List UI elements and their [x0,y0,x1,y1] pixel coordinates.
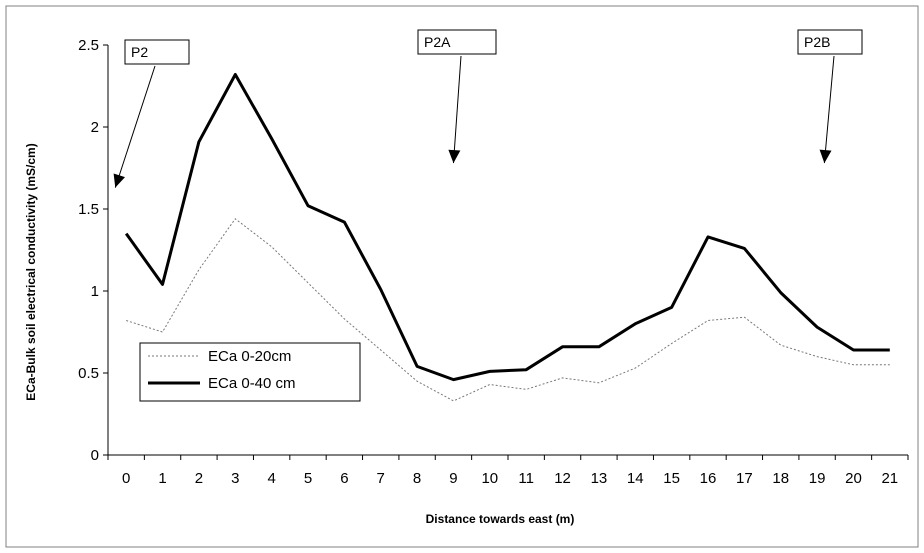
x-axis-title: Distance towards east (m) [426,512,575,526]
legend-label: ECa 0-20cm [208,348,291,365]
x-tick-label: 1 [158,470,166,487]
x-tick-label: 18 [772,470,789,487]
x-tick-label: 7 [377,470,385,487]
x-tick-label: 21 [881,470,898,487]
y-tick-label: 2 [91,119,99,136]
y-tick-label: 2.5 [78,37,99,54]
y-tick-label: 1.5 [78,201,99,218]
x-tick-label: 10 [481,470,498,487]
x-tick-label: 17 [736,470,753,487]
x-tick-label: 14 [627,470,644,487]
x-tick-label: 20 [845,470,862,487]
annotation-arrow-shaft [452,55,462,164]
legend: ECa 0-20cm ECa 0-40 cm [139,342,361,402]
axes: 00.511.522.50 1 2 3 4 5 6 7 8 9 10 11 12 13 14 15 16 17 18… [78,37,909,487]
annotation-arrowhead [819,149,832,164]
y-tick-label: 0 [91,447,99,464]
x-tick-label: 19 [809,470,826,487]
annotation-label: P2 [131,44,148,60]
annotations-layer: P2 P2A P2B [113,29,863,188]
annotation-arrow-shaft [114,65,156,188]
x-tick-label: 6 [340,470,348,487]
legend-box [139,342,361,402]
x-tick-label: 9 [449,470,457,487]
annotation-label: P2A [424,34,451,50]
annotation-box [417,29,497,55]
x-tick-label: 12 [554,470,571,487]
series-line-eca-0-40 [124,73,890,382]
x-tick-label: 13 [591,470,608,487]
chart-border [5,5,919,548]
x-tick-label: 2 [195,470,203,487]
y-tick-label: 1 [91,283,99,300]
x-tick-label: 8 [413,470,421,487]
annotation-label: P2B [804,34,830,50]
x-tick-label: 15 [663,470,680,487]
x-tick-label: 4 [267,470,275,487]
legend-label: ECa 0-40 cm [208,375,296,392]
annotation-arrowhead [113,173,126,188]
series-layer [124,73,890,402]
y-tick-label: 0.5 [78,365,99,382]
series-line-eca-0-20 [126,218,890,402]
x-tick-label: 5 [304,470,312,487]
x-tick-label: 16 [700,470,717,487]
x-tick-label: 3 [231,470,239,487]
x-tick-label: 11 [518,470,534,487]
annotation-arrow-shaft [823,55,835,164]
x-tick-label: 0 [122,470,130,487]
annotation-box [797,29,863,55]
annotation-box [124,39,190,65]
annotation-arrowhead [448,149,461,164]
y-axis-title: ECa-Bulk soil electrical conductivity (m… [24,143,38,400]
